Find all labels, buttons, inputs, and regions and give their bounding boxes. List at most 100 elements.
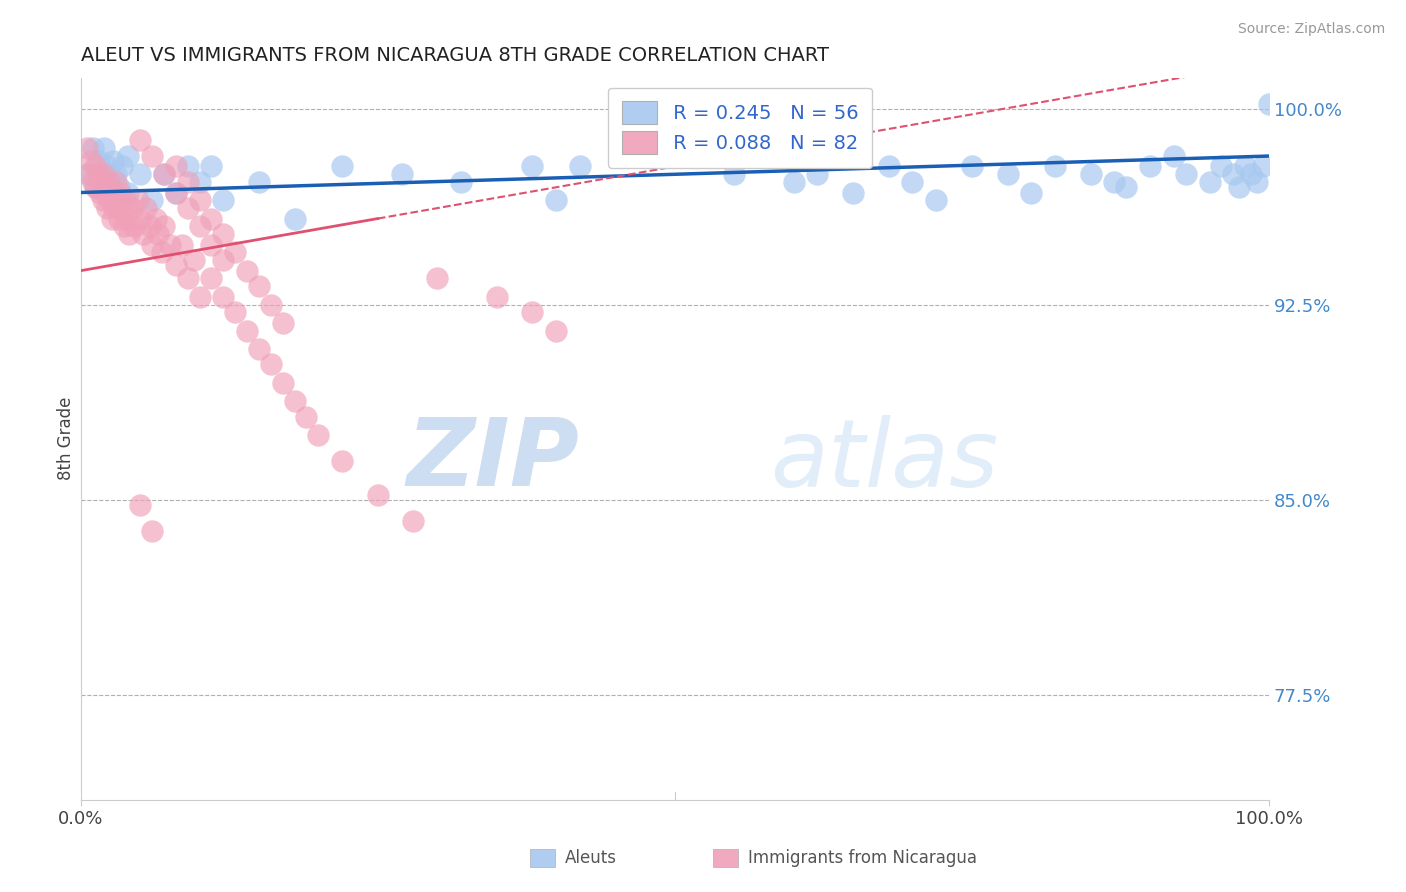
Point	[145, 211, 167, 226]
Point	[200, 237, 222, 252]
Point	[402, 514, 425, 528]
Point	[96, 160, 118, 174]
Point	[1227, 180, 1250, 194]
Point	[176, 201, 198, 215]
Point	[1043, 160, 1066, 174]
Point	[1174, 167, 1197, 181]
Point	[1222, 167, 1244, 181]
Point	[165, 259, 187, 273]
Point	[100, 211, 122, 226]
Point	[236, 263, 259, 277]
Point	[1258, 97, 1281, 112]
Point	[107, 211, 129, 226]
Point	[105, 167, 128, 181]
Text: Aleuts: Aleuts	[565, 849, 617, 867]
Point	[330, 160, 353, 174]
Point	[103, 201, 125, 215]
Point	[100, 175, 122, 189]
Point	[117, 211, 139, 226]
Point	[997, 167, 1019, 181]
Point	[284, 393, 307, 408]
Point	[77, 167, 100, 181]
Point	[131, 227, 153, 242]
Point	[153, 219, 176, 234]
Point	[212, 194, 235, 208]
Point	[176, 271, 198, 285]
Point	[1104, 175, 1126, 189]
Point	[165, 186, 187, 200]
Point	[101, 154, 124, 169]
Y-axis label: 8th Grade: 8th Grade	[58, 397, 75, 481]
Point	[141, 524, 163, 539]
Point	[170, 237, 193, 252]
Point	[93, 141, 115, 155]
Text: atlas: atlas	[770, 415, 998, 506]
Point	[544, 324, 567, 338]
Point	[200, 271, 222, 285]
Point	[1115, 180, 1137, 194]
Point	[153, 167, 176, 181]
Point	[450, 175, 472, 189]
Point	[108, 186, 131, 200]
Point	[247, 279, 270, 293]
Point	[127, 194, 149, 208]
Point	[112, 219, 135, 234]
Point	[842, 186, 865, 200]
Point	[94, 186, 117, 200]
Point	[200, 160, 222, 174]
Point	[1246, 175, 1268, 189]
Point	[367, 488, 389, 502]
Point	[96, 201, 118, 215]
Point	[146, 227, 169, 242]
Point	[165, 186, 187, 200]
Point	[806, 167, 828, 181]
Point	[522, 160, 544, 174]
Point	[391, 167, 413, 181]
Point	[100, 194, 122, 208]
Point	[568, 160, 591, 174]
Point	[129, 133, 152, 147]
Point	[165, 160, 187, 174]
Text: Source: ZipAtlas.com: Source: ZipAtlas.com	[1237, 22, 1385, 37]
Point	[782, 175, 804, 189]
Point	[960, 160, 983, 174]
Point	[97, 175, 120, 189]
Point	[1240, 167, 1263, 181]
Point	[1198, 175, 1220, 189]
Point	[129, 498, 152, 512]
Text: ZIP: ZIP	[406, 415, 579, 507]
Point	[176, 175, 198, 189]
Text: ALEUT VS IMMIGRANTS FROM NICARAGUA 8TH GRADE CORRELATION CHART: ALEUT VS IMMIGRANTS FROM NICARAGUA 8TH G…	[80, 46, 828, 65]
Point	[260, 297, 283, 311]
Point	[877, 160, 900, 174]
Point	[93, 167, 115, 181]
Point	[1139, 160, 1161, 174]
Point	[141, 194, 163, 208]
Point	[176, 160, 198, 174]
Point	[247, 175, 270, 189]
Point	[901, 175, 924, 189]
Point	[212, 290, 235, 304]
Point	[115, 194, 138, 208]
Point	[135, 201, 157, 215]
Point	[224, 305, 246, 319]
Point	[89, 186, 111, 200]
Legend:  R = 0.245   N = 56,  R = 0.088   N = 82: R = 0.245 N = 56, R = 0.088 N = 82	[609, 87, 872, 168]
Point	[129, 167, 152, 181]
Point	[107, 194, 129, 208]
Point	[87, 167, 110, 181]
Point	[80, 154, 103, 169]
Point	[1251, 160, 1274, 174]
Text: Immigrants from Nicaragua: Immigrants from Nicaragua	[748, 849, 977, 867]
Point	[84, 180, 107, 194]
Point	[138, 219, 160, 234]
Point	[284, 211, 307, 226]
Point	[200, 211, 222, 226]
Point	[188, 175, 211, 189]
Point	[91, 175, 114, 189]
Point	[141, 149, 163, 163]
Point	[330, 454, 353, 468]
Point	[129, 211, 152, 226]
Point	[150, 245, 173, 260]
Point	[87, 154, 110, 169]
